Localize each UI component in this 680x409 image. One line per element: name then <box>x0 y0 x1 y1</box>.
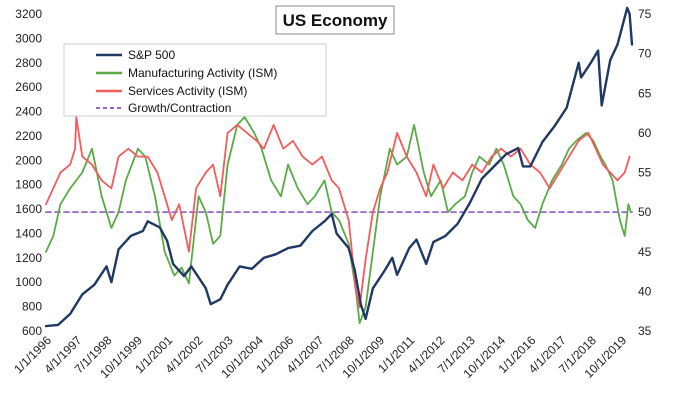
left-axis-tick-label: 2800 <box>15 56 42 70</box>
right-axis-tick-label: 50 <box>638 205 652 219</box>
plot-area <box>44 6 634 328</box>
legend: S&P 500 Manufacturing Activity (ISM) Ser… <box>63 43 327 117</box>
right-axis: 35 40 45 50 55 60 65 70 75 <box>638 7 652 338</box>
left-axis-tick-label: 2000 <box>15 153 42 167</box>
right-axis-tick-label: 55 <box>638 166 652 180</box>
left-axis-tick-label: 2600 <box>15 80 42 94</box>
series-line-manufacturing-activity-ism <box>45 116 632 325</box>
left-axis-tick-label: 1400 <box>15 226 42 240</box>
series-line-s-p-500 <box>44 6 634 328</box>
left-axis-tick-label: 1600 <box>15 202 42 216</box>
legend-label-manufacturing: Manufacturing Activity (ISM) <box>128 66 277 80</box>
series-line-services-activity-ism <box>45 116 631 309</box>
left-axis: 600 800 1000 1200 1400 1600 1800 2000 2200 2400 26… <box>15 7 42 338</box>
right-axis-tick-label: 70 <box>638 47 652 61</box>
right-axis-tick-label: 60 <box>638 126 652 140</box>
legend-label-sp500: S&P 500 <box>128 48 175 62</box>
left-axis-tick-label: 2400 <box>15 105 42 119</box>
left-axis-tick-label: 3200 <box>15 7 42 21</box>
left-axis-tick-label: 600 <box>22 324 42 338</box>
left-axis-tick-label: 800 <box>22 300 42 314</box>
left-axis-tick-label: 3000 <box>15 31 42 45</box>
left-axis-tick-label: 1000 <box>15 275 42 289</box>
left-axis-tick-label: 1800 <box>15 178 42 192</box>
right-axis-tick-label: 65 <box>638 86 652 100</box>
right-axis-tick-label: 45 <box>638 245 652 259</box>
chart-title-box: US Economy <box>275 5 395 35</box>
legend-label-services: Services Activity (ISM) <box>128 84 247 98</box>
chart-title: US Economy <box>283 11 388 30</box>
left-axis-tick-label: 1200 <box>15 251 42 265</box>
right-axis-tick-label: 40 <box>638 284 652 298</box>
left-axis-tick-label: 2200 <box>15 129 42 143</box>
legend-label-growth-contraction: Growth/Contraction <box>128 101 231 115</box>
right-axis-tick-label: 35 <box>638 324 652 338</box>
right-axis-tick-label: 75 <box>638 7 652 21</box>
